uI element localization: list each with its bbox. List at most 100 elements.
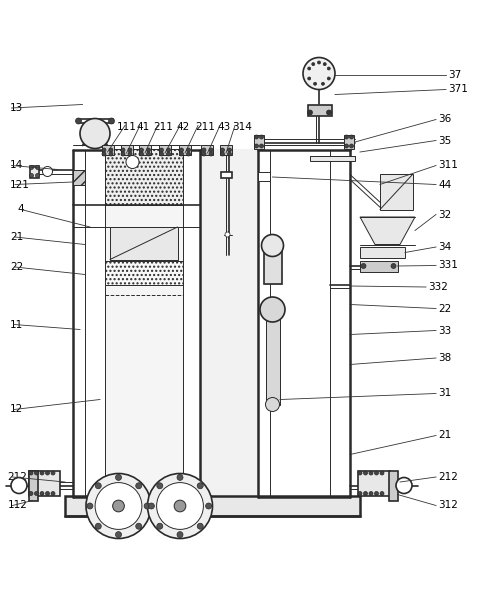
- Text: 21: 21: [438, 431, 451, 440]
- Circle shape: [318, 61, 320, 64]
- Circle shape: [157, 523, 163, 529]
- Circle shape: [116, 474, 121, 481]
- Text: 38: 38: [438, 353, 451, 363]
- Circle shape: [40, 491, 44, 496]
- Circle shape: [46, 471, 50, 475]
- Text: 212: 212: [438, 472, 458, 482]
- Text: 32: 32: [438, 209, 451, 219]
- Circle shape: [228, 152, 232, 156]
- Bar: [360, 261, 398, 272]
- Circle shape: [260, 297, 285, 322]
- Circle shape: [76, 118, 82, 124]
- Circle shape: [36, 174, 40, 177]
- Circle shape: [95, 482, 142, 529]
- Circle shape: [86, 474, 151, 538]
- Circle shape: [312, 63, 315, 66]
- Circle shape: [328, 67, 330, 70]
- Circle shape: [34, 491, 38, 496]
- Bar: [105, 261, 182, 284]
- Text: 211: 211: [196, 122, 216, 132]
- Bar: [29, 471, 38, 501]
- Circle shape: [361, 264, 366, 269]
- Circle shape: [303, 57, 335, 90]
- Circle shape: [128, 148, 132, 152]
- Circle shape: [166, 152, 170, 156]
- Circle shape: [109, 152, 113, 156]
- Circle shape: [160, 148, 164, 152]
- Circle shape: [157, 483, 163, 489]
- Bar: [65, 496, 360, 515]
- Circle shape: [126, 155, 139, 169]
- Circle shape: [369, 471, 373, 475]
- Circle shape: [266, 398, 280, 412]
- Text: 371: 371: [448, 85, 468, 94]
- Text: 22: 22: [438, 303, 451, 314]
- Bar: [220, 144, 232, 155]
- Text: 212: 212: [8, 472, 28, 482]
- Bar: [254, 135, 264, 149]
- Circle shape: [102, 148, 106, 152]
- Circle shape: [308, 77, 310, 80]
- Text: 314: 314: [232, 122, 252, 132]
- Circle shape: [136, 523, 141, 529]
- Text: 42: 42: [176, 122, 190, 132]
- Circle shape: [260, 144, 264, 148]
- Bar: [202, 144, 213, 155]
- Circle shape: [166, 148, 170, 152]
- Bar: [30, 166, 39, 177]
- Circle shape: [344, 135, 348, 139]
- Circle shape: [96, 523, 102, 529]
- Circle shape: [314, 82, 316, 85]
- Text: 14: 14: [10, 161, 23, 171]
- Circle shape: [380, 491, 384, 496]
- Circle shape: [109, 148, 113, 152]
- Circle shape: [177, 532, 183, 538]
- Circle shape: [136, 483, 141, 489]
- Circle shape: [29, 471, 33, 475]
- Circle shape: [326, 110, 332, 115]
- Circle shape: [364, 471, 368, 475]
- Text: 12: 12: [10, 404, 23, 415]
- Text: 112: 112: [8, 501, 28, 510]
- Circle shape: [209, 152, 213, 156]
- Circle shape: [391, 264, 396, 269]
- Bar: [120, 144, 132, 155]
- Text: 21: 21: [10, 232, 23, 242]
- Circle shape: [30, 174, 34, 177]
- Circle shape: [262, 234, 283, 256]
- Bar: [389, 471, 398, 501]
- Circle shape: [144, 503, 150, 509]
- Circle shape: [344, 144, 348, 148]
- Circle shape: [29, 491, 33, 496]
- Text: 41: 41: [136, 122, 150, 132]
- Circle shape: [42, 166, 52, 177]
- Bar: [264, 247, 281, 284]
- Circle shape: [34, 471, 38, 475]
- Circle shape: [308, 67, 310, 70]
- Circle shape: [202, 152, 206, 156]
- Circle shape: [228, 148, 232, 152]
- Circle shape: [102, 152, 106, 156]
- Bar: [105, 149, 182, 205]
- Circle shape: [11, 477, 27, 493]
- Text: 4: 4: [18, 205, 24, 214]
- Circle shape: [46, 491, 50, 496]
- Circle shape: [358, 471, 362, 475]
- Circle shape: [197, 483, 203, 489]
- Text: 111: 111: [116, 122, 136, 132]
- Circle shape: [202, 148, 206, 152]
- Circle shape: [108, 118, 114, 124]
- Circle shape: [40, 471, 44, 475]
- Text: 331: 331: [438, 261, 458, 270]
- Bar: [200, 149, 258, 497]
- Circle shape: [96, 483, 102, 489]
- Circle shape: [374, 471, 378, 475]
- Circle shape: [177, 474, 183, 481]
- Circle shape: [116, 532, 121, 538]
- Bar: [360, 247, 405, 258]
- Circle shape: [140, 152, 143, 156]
- Bar: [380, 175, 412, 209]
- Text: 33: 33: [438, 325, 451, 336]
- Circle shape: [174, 500, 186, 512]
- Circle shape: [146, 148, 150, 152]
